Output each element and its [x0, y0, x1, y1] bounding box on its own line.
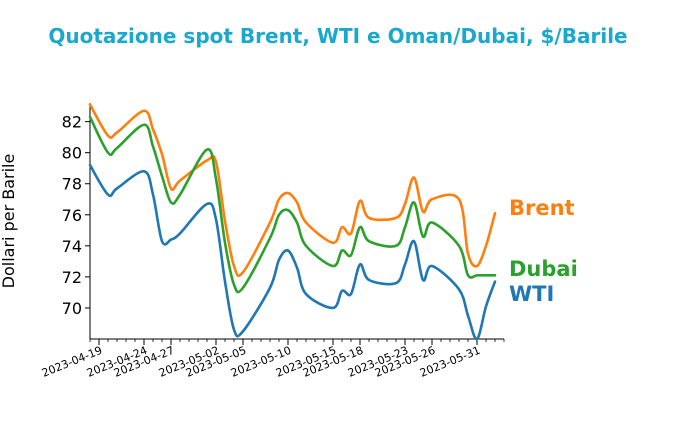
y-tick-label: 70: [62, 299, 82, 318]
chart-title: Quotazione spot Brent, WTI e Oman/Dubai,…: [48, 24, 627, 48]
y-axis-label: Dollari per Barile: [0, 154, 18, 289]
series-line-brent: [88, 103, 497, 278]
series-lines: [88, 103, 497, 341]
y-tick-label: 82: [62, 113, 82, 132]
series-line-dubai: [88, 115, 497, 294]
y-tick-label: 72: [62, 268, 82, 287]
y-tick-label: 76: [62, 206, 82, 225]
y-tick-label: 74: [62, 237, 82, 256]
axes: 707274767880822023-04-192023-04-242023-0…: [40, 103, 505, 380]
y-tick-label: 78: [62, 175, 82, 194]
series-label-dubai: Dubai: [509, 257, 578, 281]
series-label-wti: WTI: [509, 282, 554, 306]
y-tick-label: 80: [62, 144, 82, 163]
series-label-brent: Brent: [509, 196, 575, 220]
series-line-wti: [88, 163, 497, 341]
